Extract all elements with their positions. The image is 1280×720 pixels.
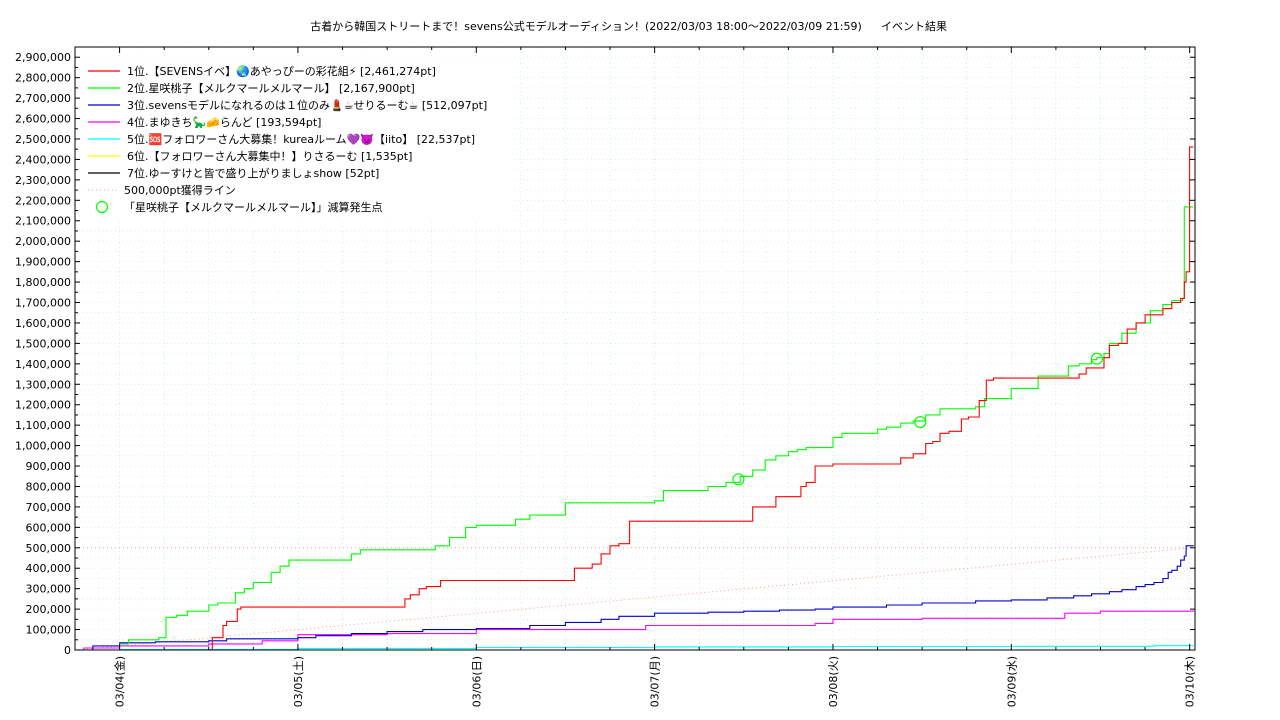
legend-entry: 2位.星咲桃子【メルクマールメルマール】 [2,167,900pt]: [127, 81, 415, 95]
plot-frame: [74, 46, 1196, 651]
legend-entry: 1位.【SEVENSイベ】🌏あやっぴーの彩花組⚡ [2,461,274pt]: [127, 64, 436, 78]
legend-entry-marker: 「星咲桃子【メルクマールメルマール】」減算発生点: [124, 200, 383, 214]
y-tick-label: 1,800,000: [15, 276, 71, 289]
y-tick-label: 100,000: [26, 624, 72, 637]
x-axis-ticks: 03/04(金) 03/05(土) 03/06(日) 03/07(月) 03/08(火)…: [74, 47, 1197, 707]
chart-subtitle: イベント結果: [881, 19, 947, 33]
x-tick-label: 03/09(水): [1005, 656, 1018, 707]
x-tick-label: 03/06(日): [470, 656, 483, 707]
legend-entry: 6位.【フォロワーさん大募集中！】りさるーむ [1,535pt]: [127, 149, 412, 163]
y-tick-label: 1,200,000: [15, 399, 71, 412]
y-tick-label: 2,600,000: [15, 113, 71, 126]
y-tick-label: 300,000: [26, 583, 72, 596]
y-tick-label: 1,400,000: [15, 358, 71, 371]
y-tick-label: 1,500,000: [15, 337, 71, 350]
y-tick-label: 600,000: [26, 521, 72, 534]
legend-entry: 5位.🆘フォロワーさん大募集！kureaルーム💜👿【iito】 [22,537p…: [127, 132, 475, 146]
y-tick-label: 1,900,000: [15, 256, 71, 269]
y-tick-label: 500,000: [26, 542, 72, 555]
x-tick-label: 03/05(土): [292, 656, 305, 707]
y-tick-label: 1,600,000: [15, 317, 71, 330]
legend: 1位.【SEVENSイベ】🌏あやっぴーの彩花組⚡ [2,461,274pt] 2位…: [80, 57, 512, 223]
decrement-markers: [732, 352, 1104, 486]
reference-line-group: [74, 547, 1195, 651]
y-tick-label: 1,000,000: [15, 440, 71, 453]
series-line: [75, 206, 1194, 651]
y-tick-label: 2,800,000: [15, 72, 71, 85]
series-line: [75, 146, 1194, 651]
y-tick-label: 700,000: [26, 501, 72, 514]
y-tick-label: 800,000: [26, 480, 72, 493]
legend-swatch-marker: [95, 200, 109, 214]
y-tick-label: 2,500,000: [15, 133, 71, 146]
y-tick-label: 2,200,000: [15, 194, 71, 207]
chart-title: 古着から韓国ストリートまで！sevens公式モデルオーディション！(2022/0…: [310, 19, 861, 33]
y-tick-label: 1,100,000: [15, 419, 71, 432]
series-line: [75, 610, 1194, 651]
x-tick-label: 03/04(金): [113, 656, 127, 707]
y-tick-label: 400,000: [26, 562, 72, 575]
x-tick-label: 03/10(木): [1184, 656, 1197, 707]
y-tick-label: 1,300,000: [15, 378, 71, 391]
y-tick-label: 900,000: [26, 460, 72, 473]
y-tick-label: 2,700,000: [15, 92, 71, 105]
y-axis-ticks: 0 100,000 200,000 300,000 400,000 500,000 600,…: [15, 46, 1195, 657]
x-tick-label: 03/08(火): [827, 656, 840, 707]
y-tick-label: 2,900,000: [15, 51, 71, 64]
y-tick-label: 2,100,000: [15, 215, 71, 228]
legend-box: [80, 57, 512, 223]
legend-entry-reference: 500,000pt獲得ライン: [124, 184, 236, 197]
decrement-marker: [1090, 352, 1104, 365]
y-tick-label: 1,700,000: [15, 297, 71, 310]
legend-entry: 7位.ゆーすけと皆で盛り上がりましょshow [52pt]: [127, 166, 379, 180]
decrement-marker: [914, 415, 927, 429]
x-tick-label: 03/07(月): [649, 656, 662, 707]
series-line: [75, 545, 1194, 651]
y-tick-label: 2,400,000: [15, 153, 71, 166]
decrement-marker: [732, 473, 745, 486]
y-tick-label: 2,000,000: [15, 235, 71, 248]
legend-entry: 4位.まゆきち🦕🧀らんど [193,594pt]: [127, 115, 321, 129]
y-tick-label: 2,300,000: [15, 174, 71, 187]
legend-entry: 3位.sevensモデルになれるのは１位のみ💄☕せりるーむ☕ [512,097p…: [127, 98, 487, 112]
y-tick-label: 200,000: [26, 603, 72, 616]
y-tick-label: 0: [64, 644, 71, 657]
